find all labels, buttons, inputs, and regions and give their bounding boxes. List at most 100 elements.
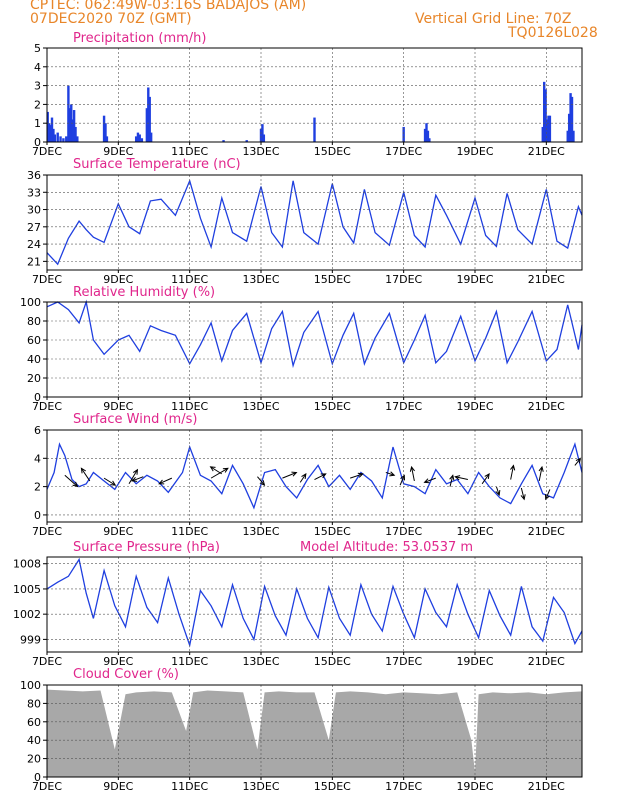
panel-temp: Surface Temperature (nC) 21 24 27 30 33 36 7DEC… <box>27 157 583 286</box>
precip-bar-46 <box>567 113 571 142</box>
precip-bar-2 <box>49 125 52 142</box>
precip-bar-4 <box>52 128 55 142</box>
xtick-pressure-3: 13DEC <box>242 655 279 668</box>
xtick-rh-0: 7DEC <box>32 400 62 413</box>
wind-arrow-15 <box>409 465 415 482</box>
panel-pressure: Surface Pressure (hPa) Model Altitude: 53… <box>13 540 583 668</box>
ytick-temp-0: 21 <box>27 255 41 268</box>
xtick-rh-6: 19DEC <box>456 400 493 413</box>
header-grid-line: Vertical Grid Line: 70Z <box>415 11 572 27</box>
wind-arrow-21 <box>510 464 516 480</box>
xtick-pressure-1: 9DEC <box>103 655 133 668</box>
precip-bar-17 <box>102 115 106 142</box>
panel-title-precip: Precipitation (mm/h) <box>73 31 206 46</box>
xtick-rh-2: 11DEC <box>171 400 208 413</box>
panel-title-rh: Relative Humidity (%) <box>73 285 215 300</box>
xtick-wind-3: 13DEC <box>242 525 279 538</box>
ytick-wind-1: 2 <box>34 481 41 494</box>
wind-arrow-2 <box>103 477 117 486</box>
ytick-rh-3: 60 <box>27 334 41 347</box>
precip-bar-34 <box>402 126 405 142</box>
wind-arrow-10 <box>299 473 307 483</box>
precip-bar-10 <box>67 85 70 142</box>
precip-bar-33 <box>313 117 316 142</box>
pressure-series-line <box>46 557 583 648</box>
ytick-wind-2: 4 <box>34 452 41 465</box>
wind-arrow-5 <box>158 477 173 485</box>
ytick-wind-0: 0 <box>34 509 41 522</box>
xtick-precip-2: 11DEC <box>171 145 208 158</box>
wind-arrow-22 <box>520 487 526 501</box>
ytick-cloud-0: 0 <box>34 771 41 784</box>
xtick-temp-4: 15DEC <box>314 273 351 286</box>
precip-bar-47 <box>569 93 572 142</box>
ytick-temp-5: 36 <box>27 169 41 182</box>
precip-bar-48 <box>570 96 574 142</box>
wind-arrow-23 <box>538 465 544 482</box>
precip-bar-39 <box>541 126 544 142</box>
wind-arrow-13 <box>385 471 396 477</box>
frame-pressure <box>46 556 583 653</box>
ytick-rh-2: 40 <box>27 353 41 366</box>
ytick-pressure-0: 999 <box>20 633 41 646</box>
xtick-cloud-2: 11DEC <box>171 780 208 793</box>
ytick-cloud-2: 40 <box>27 734 41 747</box>
xtick-temp-2: 11DEC <box>171 273 208 286</box>
xtick-wind-6: 19DEC <box>456 525 493 538</box>
ytick-temp-2: 27 <box>27 221 41 234</box>
panel-annotation-pressure: Model Altitude: 53.0537 m <box>300 540 473 555</box>
wind-arrow-17 <box>449 474 455 487</box>
xtick-wind-7: 21DEC <box>528 525 565 538</box>
precip-bar-21 <box>136 132 140 142</box>
wind-arrow-20 <box>495 486 501 497</box>
precip-bar-37 <box>426 130 430 142</box>
ytick-precip-2: 2 <box>34 98 41 111</box>
precip-bar-31 <box>261 124 264 142</box>
xtick-wind-5: 17DEC <box>385 525 422 538</box>
panel-title-pressure: Surface Pressure (hPa) <box>73 540 220 555</box>
temp-series-line <box>46 178 583 266</box>
wind-arrow-4 <box>131 476 144 482</box>
xtick-pressure-4: 15DEC <box>314 655 351 668</box>
xtick-temp-0: 7DEC <box>32 273 62 286</box>
precip-bar-29 <box>245 140 248 142</box>
xtick-pressure-7: 21DEC <box>528 655 565 668</box>
ytick-precip-5: 5 <box>34 42 41 55</box>
precip-bar-0 <box>46 111 49 142</box>
xtick-temp-5: 17DEC <box>385 273 422 286</box>
ytick-temp-4: 33 <box>27 186 41 199</box>
wind-arrow-14 <box>399 474 406 486</box>
xtick-rh-4: 15DEC <box>314 400 351 413</box>
wind-arrow-18 <box>454 475 468 481</box>
precip-bar-22 <box>138 134 141 142</box>
precip-bar-40 <box>542 81 546 142</box>
xtick-temp-1: 9DEC <box>103 273 133 286</box>
precip-bar-36 <box>425 123 428 142</box>
panel-rh: Relative Humidity (%) 0 20 40 60 80 100 7DEC 9DE… <box>20 285 583 413</box>
ytick-pressure-2: 1005 <box>13 583 41 596</box>
cloud-cover-area <box>47 689 582 777</box>
ytick-pressure-3: 1008 <box>13 558 41 571</box>
wind-arrow-8 <box>257 476 266 486</box>
wind-arrow-9 <box>282 471 298 479</box>
xtick-precip-5: 17DEC <box>385 145 422 158</box>
precip-bar-5 <box>53 134 57 142</box>
xtick-rh-5: 17DEC <box>385 400 422 413</box>
xtick-cloud-0: 7DEC <box>32 780 62 793</box>
panel-cloud: Cloud Cover (%) 0 20 40 60 80 100 7DEC 9DEC 11DEC… <box>20 667 583 793</box>
precip-bar-28 <box>222 140 225 142</box>
precip-bar-27 <box>149 132 153 142</box>
ytick-rh-4: 80 <box>27 315 41 328</box>
precip-bar-20 <box>134 136 138 142</box>
xtick-precip-7: 21DEC <box>528 145 565 158</box>
precip-bar-3 <box>50 117 54 142</box>
precip-bar-45 <box>566 130 569 142</box>
precip-bar-32 <box>262 134 266 142</box>
xtick-cloud-1: 9DEC <box>103 780 133 793</box>
xtick-wind-1: 9DEC <box>103 525 133 538</box>
frame-precip <box>46 47 583 143</box>
ytick-precip-0: 0 <box>34 136 41 149</box>
wind-arrow-16 <box>423 477 436 484</box>
ytick-precip-4: 4 <box>34 61 41 74</box>
